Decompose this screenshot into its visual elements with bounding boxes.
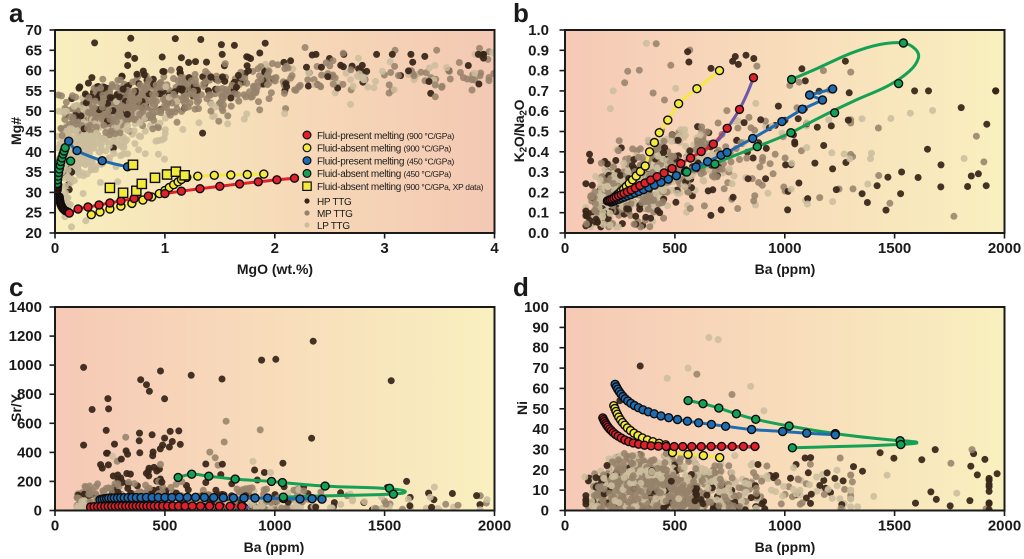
svg-text:MgO (wt.%): MgO (wt.%) <box>237 261 313 277</box>
svg-text:d: d <box>513 272 529 302</box>
svg-text:0.0: 0.0 <box>528 225 549 242</box>
svg-text:Fluid-present melting (900 °C/: Fluid-present melting (900 °C/GPa) <box>317 131 455 142</box>
svg-text:0.6: 0.6 <box>528 103 549 120</box>
svg-text:80: 80 <box>532 340 549 357</box>
svg-text:65: 65 <box>25 42 42 59</box>
svg-text:3: 3 <box>380 240 388 257</box>
svg-text:500: 500 <box>662 518 687 535</box>
svg-text:0: 0 <box>51 518 59 535</box>
svg-text:0.3: 0.3 <box>528 164 549 181</box>
svg-text:35: 35 <box>25 164 42 181</box>
svg-text:2000: 2000 <box>988 240 1021 257</box>
svg-text:0: 0 <box>34 503 42 520</box>
svg-text:500: 500 <box>662 240 687 257</box>
svg-text:55: 55 <box>25 83 42 100</box>
svg-text:MP TTG: MP TTG <box>317 209 353 220</box>
svg-text:Ni: Ni <box>514 401 530 415</box>
svg-text:0.5: 0.5 <box>528 124 549 141</box>
svg-text:0: 0 <box>541 503 549 520</box>
svg-text:0: 0 <box>51 240 59 257</box>
svg-text:b: b <box>513 0 529 28</box>
svg-text:1500: 1500 <box>878 240 911 257</box>
svg-text:0.4: 0.4 <box>528 144 550 161</box>
svg-text:Fluid-absent melting (900 °C/G: Fluid-absent melting (900 °C/GPa) <box>317 144 452 155</box>
svg-text:0.9: 0.9 <box>528 42 549 59</box>
svg-text:200: 200 <box>17 473 42 490</box>
svg-text:500: 500 <box>152 518 177 535</box>
svg-text:1000: 1000 <box>9 357 42 374</box>
svg-text:1500: 1500 <box>878 518 911 535</box>
svg-text:25: 25 <box>25 205 42 222</box>
svg-text:0.1: 0.1 <box>528 205 549 222</box>
svg-text:c: c <box>9 272 23 302</box>
svg-text:600: 600 <box>17 415 42 432</box>
svg-text:K2O/Na2O: K2O/Na2O <box>511 99 530 162</box>
svg-text:Fluid-absent melting (450 °C/G: Fluid-absent melting (450 °C/GPa) <box>317 169 452 180</box>
svg-text:20: 20 <box>25 225 42 242</box>
svg-text:100: 100 <box>524 299 549 316</box>
svg-text:50: 50 <box>532 401 549 418</box>
svg-text:1000: 1000 <box>768 240 801 257</box>
svg-text:800: 800 <box>17 386 42 403</box>
svg-text:1000: 1000 <box>258 518 291 535</box>
svg-text:40: 40 <box>25 144 42 161</box>
svg-text:45: 45 <box>25 124 42 141</box>
svg-text:0: 0 <box>561 240 569 257</box>
svg-text:Ba (ppm): Ba (ppm) <box>755 261 816 277</box>
svg-text:1.0: 1.0 <box>528 22 549 39</box>
svg-text:20: 20 <box>532 462 549 479</box>
svg-text:1500: 1500 <box>368 518 401 535</box>
svg-text:LP TTG: LP TTG <box>317 221 350 232</box>
svg-text:400: 400 <box>17 444 42 461</box>
svg-text:0.8: 0.8 <box>528 63 549 80</box>
svg-text:0.7: 0.7 <box>528 83 549 100</box>
svg-text:70: 70 <box>25 22 42 39</box>
svg-text:Sr/Y: Sr/Y <box>8 393 24 422</box>
svg-text:Mg#: Mg# <box>8 117 24 145</box>
svg-text:40: 40 <box>532 421 549 438</box>
svg-text:0: 0 <box>561 518 569 535</box>
svg-text:Fluid-present melting (450 °C/: Fluid-present melting (450 °C/GPa) <box>317 156 455 167</box>
svg-text:2000: 2000 <box>478 518 511 535</box>
svg-text:a: a <box>9 0 24 28</box>
svg-text:1400: 1400 <box>9 299 42 316</box>
svg-text:0.2: 0.2 <box>528 184 549 201</box>
svg-text:2000: 2000 <box>988 518 1021 535</box>
svg-text:Fluid-absent melting (900 °C/G: Fluid-absent melting (900 °C/GPa, XP dat… <box>317 182 484 193</box>
svg-text:1: 1 <box>161 240 169 257</box>
svg-text:2: 2 <box>271 240 279 257</box>
svg-text:HP TTG: HP TTG <box>317 197 352 208</box>
svg-text:4: 4 <box>490 240 499 257</box>
svg-text:50: 50 <box>25 103 42 120</box>
svg-text:1000: 1000 <box>768 518 801 535</box>
svg-text:70: 70 <box>532 360 549 377</box>
svg-text:Ba (ppm): Ba (ppm) <box>244 539 305 555</box>
svg-text:Ba (ppm): Ba (ppm) <box>755 539 816 555</box>
svg-text:60: 60 <box>25 63 42 80</box>
svg-text:60: 60 <box>532 380 549 397</box>
svg-text:30: 30 <box>25 184 42 201</box>
svg-text:10: 10 <box>532 482 549 499</box>
svg-text:30: 30 <box>532 441 549 458</box>
svg-text:1200: 1200 <box>9 328 42 345</box>
svg-text:90: 90 <box>532 319 549 336</box>
